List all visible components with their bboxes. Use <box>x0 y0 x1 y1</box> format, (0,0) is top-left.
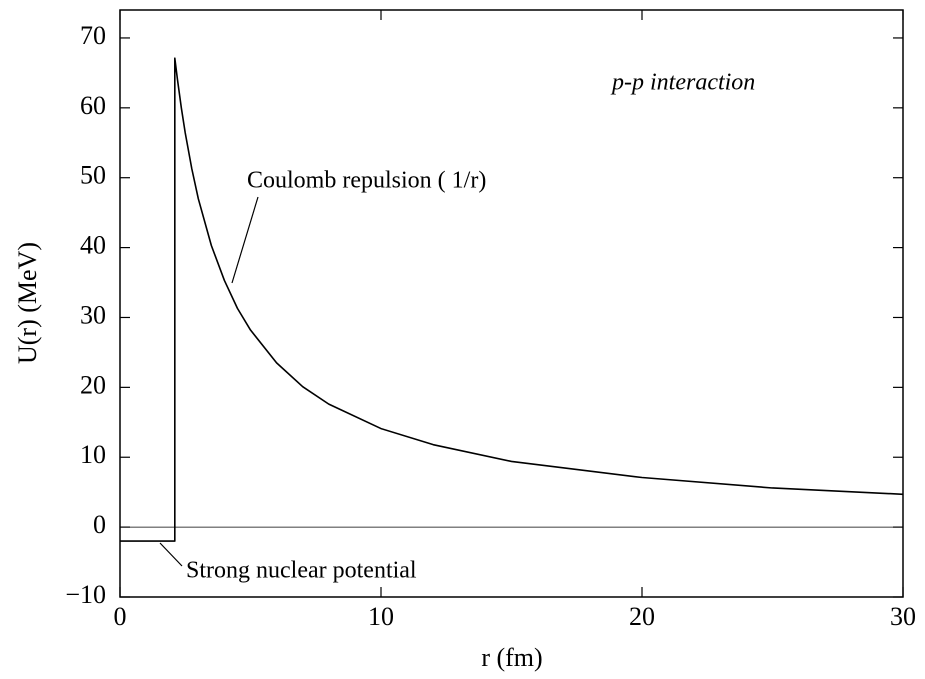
x-axis-label: r (fm) <box>481 643 542 672</box>
annotation: p-p interaction <box>610 70 755 96</box>
y-tick-label: 0 <box>93 510 106 539</box>
y-tick-label: 10 <box>80 440 106 469</box>
data-line <box>120 57 904 542</box>
x-tick-label: 0 <box>114 602 127 631</box>
x-tick-label: 20 <box>629 602 655 631</box>
x-tick-label: 30 <box>890 602 916 631</box>
annotation: Strong nuclear potential <box>186 558 417 584</box>
y-tick-label: 20 <box>80 370 106 399</box>
y-tick-label: −10 <box>65 580 106 609</box>
y-tick-label: 40 <box>80 231 106 260</box>
plot-frame <box>119 9 904 598</box>
y-axis-label: U(r) (MeV) <box>13 242 42 364</box>
annotation: Coulomb repulsion ( 1/r) <box>247 168 486 194</box>
y-tick-label: 70 <box>80 21 106 50</box>
x-tick-label: 10 <box>368 602 394 631</box>
leader-line <box>159 542 183 567</box>
y-tick-label: 30 <box>80 300 106 329</box>
y-tick-label: 60 <box>80 91 106 120</box>
y-tick-label: 50 <box>80 161 106 190</box>
leader-line <box>231 196 259 284</box>
